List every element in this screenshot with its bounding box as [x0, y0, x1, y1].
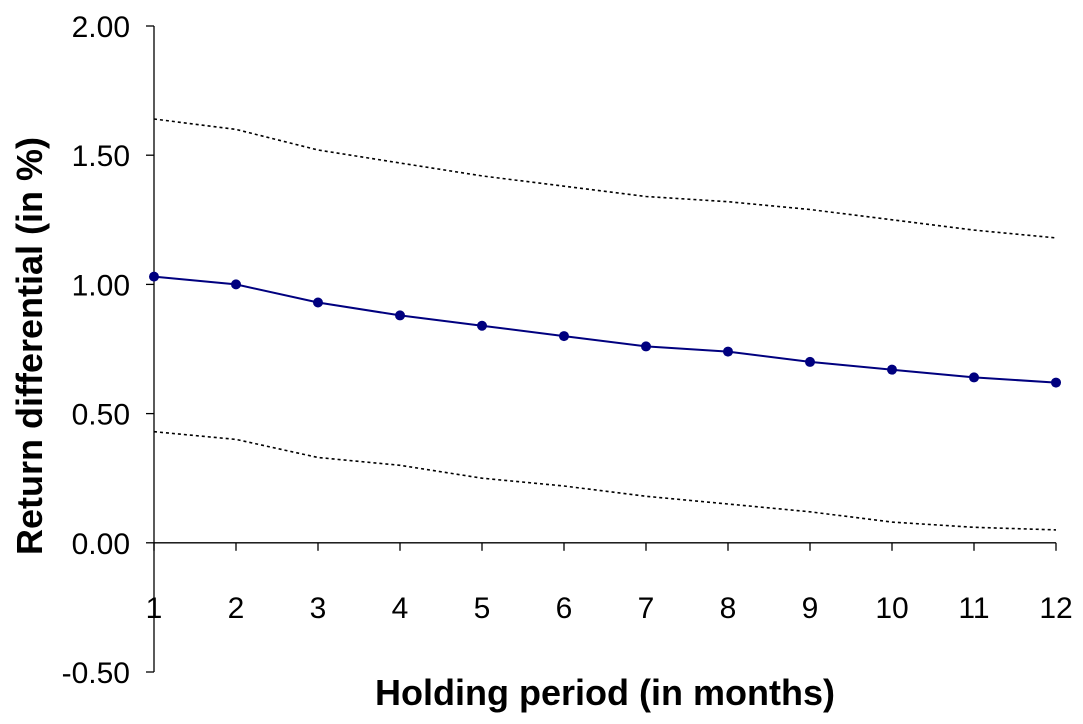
data-point	[805, 356, 815, 367]
x-tick-label: 8	[720, 592, 737, 625]
axes	[146, 25, 1057, 673]
data-point	[559, 331, 569, 342]
data-point	[477, 320, 487, 331]
x-tick-label: 7	[638, 592, 655, 625]
series-line	[153, 430, 1057, 531]
data-point	[149, 271, 159, 282]
x-tick-label: 5	[474, 592, 491, 625]
x-tick-label: 2	[228, 592, 245, 625]
tick-labels: -0.500.000.501.001.502.001 2 3 4 5 6 7 8 9 10 11 12	[62, 11, 1073, 690]
y-tick-label: 0.50	[72, 399, 130, 432]
y-axis-title: Return differential (in %)	[9, 137, 50, 555]
data-point	[969, 372, 979, 383]
y-tick-label: -0.50	[62, 657, 130, 690]
y-tick-label: 1.50	[72, 140, 130, 173]
x-tick-label: 6	[556, 592, 573, 625]
y-tick-label: 1.00	[72, 269, 130, 302]
x-tick-label: 4	[392, 592, 409, 625]
x-tick-label: 9	[802, 592, 819, 625]
series-1	[149, 271, 1061, 388]
y-tick-label: 0.00	[72, 528, 130, 561]
data-point	[1051, 377, 1061, 388]
series-layer	[149, 118, 1061, 531]
data-point	[887, 364, 897, 375]
y-tick-label: 2.00	[72, 11, 130, 44]
data-point	[641, 341, 651, 352]
x-tick-label: 3	[310, 592, 327, 625]
x-tick-label: 11	[958, 592, 989, 625]
series-line	[153, 118, 1057, 239]
x-tick-label: 12	[1039, 592, 1072, 625]
series-2	[153, 118, 1057, 239]
data-point	[231, 279, 241, 290]
data-point	[313, 297, 323, 308]
data-point	[395, 310, 405, 321]
series-3	[153, 430, 1057, 531]
x-tick-label: 1	[146, 592, 163, 625]
data-point	[723, 346, 733, 357]
x-axis-title: Holding period (in months)	[375, 672, 835, 713]
x-tick-label: 10	[875, 592, 908, 625]
series-line	[153, 275, 1057, 384]
